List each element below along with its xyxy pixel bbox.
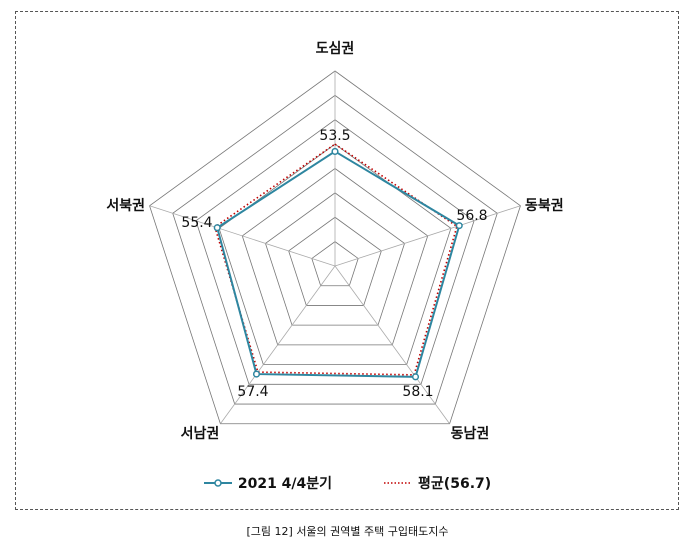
legend: 2021 4/4분기 평균(56.7) — [0, 473, 695, 493]
legend-item-average: 평균(56.7) — [384, 473, 491, 493]
grid-ring — [241, 168, 429, 346]
data-label: 58.1 — [402, 384, 433, 400]
data-label: 53.5 — [319, 128, 350, 144]
legend-label-series: 2021 4/4분기 — [237, 476, 333, 492]
category-label: 도심권 — [316, 41, 355, 57]
legend-label-average: 평균(56.7) — [418, 476, 492, 492]
grid-ring — [311, 241, 359, 287]
category-label: 동남권 — [451, 425, 490, 442]
grid-ring — [288, 216, 382, 306]
series-point — [331, 147, 339, 155]
data-label: 56.8 — [456, 208, 487, 224]
grid-ring — [172, 94, 498, 405]
grid-ring — [149, 70, 521, 425]
category-label: 서남권 — [181, 425, 220, 442]
chart-frame — [15, 11, 679, 510]
axis-spoke — [334, 265, 450, 424]
average-series-line — [213, 143, 458, 376]
series-point — [455, 222, 463, 230]
series-point — [252, 370, 261, 378]
series-line — [216, 150, 461, 378]
grid-ring — [264, 192, 406, 326]
grid-ring — [195, 119, 475, 385]
legend-line-marker-icon — [203, 479, 232, 487]
axis-spoke — [334, 205, 521, 267]
data-label: 55.4 — [181, 215, 212, 231]
category-label: 동북권 — [525, 198, 564, 214]
series-point — [213, 224, 221, 232]
category-label: 서북권 — [106, 198, 145, 214]
legend-item-series: 2021 4/4분기 — [203, 473, 333, 493]
figure-caption: [그림 12] 서울의 권역별 주택 구입태도지수 — [246, 525, 449, 538]
data-label: 57.4 — [237, 384, 268, 400]
axis-spoke — [149, 205, 336, 267]
legend-dotted-line-icon — [384, 482, 413, 484]
series-point — [411, 373, 420, 381]
axis-spoke — [220, 265, 336, 424]
